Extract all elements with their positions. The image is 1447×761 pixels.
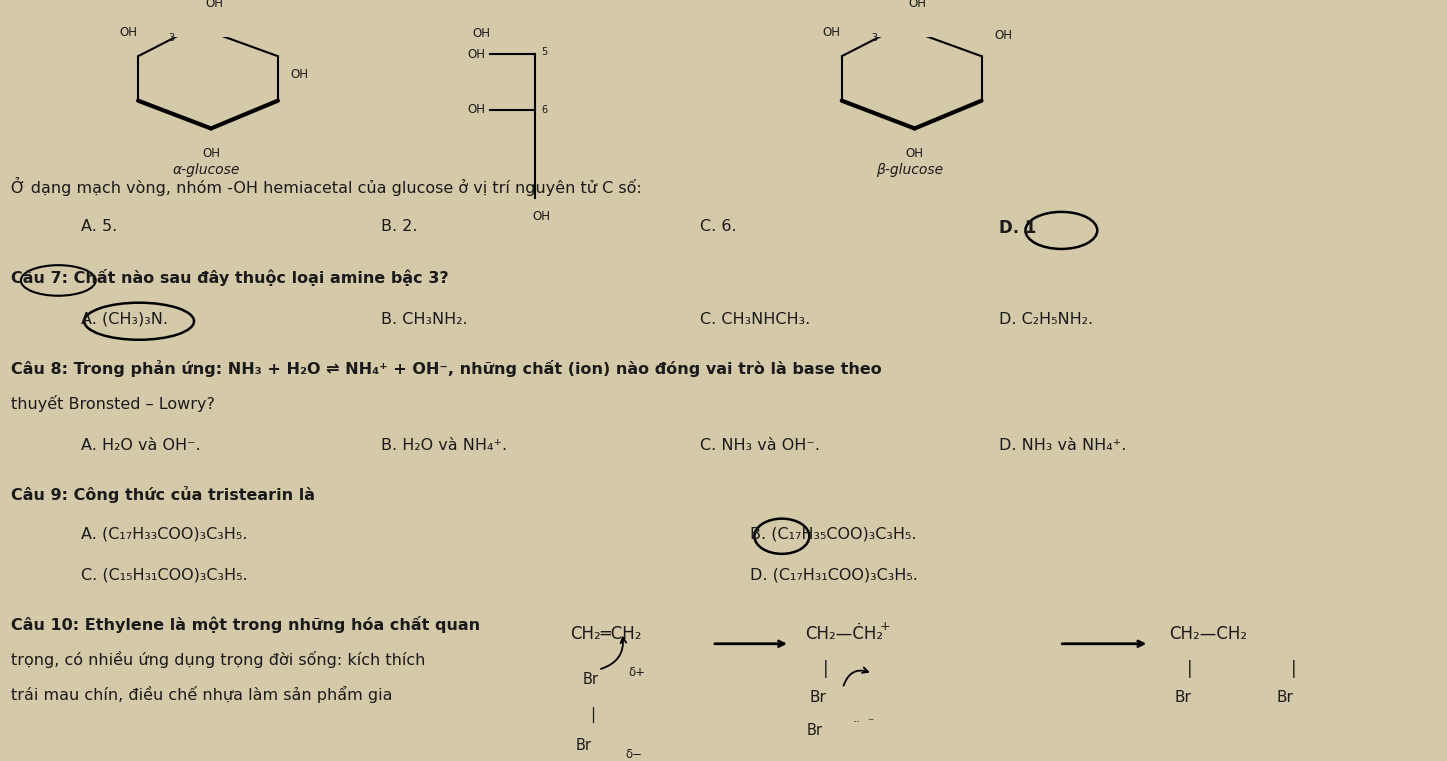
Text: Câu 9: Công thức của tristearin là: Câu 9: Công thức của tristearin là xyxy=(12,486,315,503)
Text: Br: Br xyxy=(1174,690,1191,705)
Text: |: | xyxy=(1291,661,1297,679)
Text: OH: OH xyxy=(205,0,223,10)
Text: D. NH₃ và NH₄⁺.: D. NH₃ và NH₄⁺. xyxy=(1000,438,1127,453)
Text: OH: OH xyxy=(473,27,491,40)
Text: B. (C₁₇H₃₅COO)₃C₃H₅.: B. (C₁₇H₃₅COO)₃C₃H₅. xyxy=(750,527,916,542)
Text: A. (C₁₇H₃₃COO)₃C₃H₅.: A. (C₁₇H₃₃COO)₃C₃H₅. xyxy=(81,527,247,542)
Text: A. 5.: A. 5. xyxy=(81,219,117,234)
Text: D. (C₁₇H₃₁COO)₃C₃H₅.: D. (C₁₇H₃₁COO)₃C₃H₅. xyxy=(750,568,917,583)
Text: B. 2.: B. 2. xyxy=(381,219,417,234)
Text: OH: OH xyxy=(994,29,1013,43)
Text: OH: OH xyxy=(532,210,550,223)
Text: OH: OH xyxy=(291,68,308,81)
Text: ⁻: ⁻ xyxy=(867,716,873,729)
Text: Br: Br xyxy=(807,722,823,737)
Text: C. CH₃NHCH₃.: C. CH₃NHCH₃. xyxy=(700,312,810,327)
Text: Br: Br xyxy=(576,738,592,753)
Text: Câu 10: Ethylene là một trong những hóa chất quan: Câu 10: Ethylene là một trong những hóa … xyxy=(12,616,480,633)
Text: OH: OH xyxy=(823,27,841,40)
Text: +: + xyxy=(880,619,890,632)
Text: ··: ·· xyxy=(852,716,861,729)
Text: CH₂═CH₂: CH₂═CH₂ xyxy=(570,626,642,643)
Text: δ+: δ+ xyxy=(628,666,645,679)
Text: C. NH₃ và OH⁻.: C. NH₃ và OH⁻. xyxy=(700,438,820,453)
Text: D. C₂H₅NH₂.: D. C₂H₅NH₂. xyxy=(1000,312,1094,327)
Text: OH: OH xyxy=(119,27,137,40)
Text: B. H₂O và NH₄⁺.: B. H₂O và NH₄⁺. xyxy=(381,438,506,453)
Text: 5: 5 xyxy=(541,47,547,58)
Text: thuyết Bronsted – Lowry?: thuyết Bronsted – Lowry? xyxy=(12,396,216,412)
Text: |: | xyxy=(1187,661,1192,679)
Text: Br: Br xyxy=(1276,690,1294,705)
Text: Ở dạng mạch vòng, nhóm -OH hemiacetal của glucose ở vị trí nguyên tử C số:: Ở dạng mạch vòng, nhóm -OH hemiacetal củ… xyxy=(12,177,642,196)
Text: OH: OH xyxy=(467,103,485,116)
Text: |: | xyxy=(590,707,595,723)
Text: B. CH₃NH₂.: B. CH₃NH₂. xyxy=(381,312,467,327)
Text: Câu 7: Chất nào sau đây thuộc loại amine bậc 3?: Câu 7: Chất nào sau đây thuộc loại amine… xyxy=(12,269,449,286)
Text: 3: 3 xyxy=(168,33,174,43)
Text: Br: Br xyxy=(810,690,826,705)
Text: δ−: δ− xyxy=(625,747,642,760)
Text: trọng, có nhiều ứng dụng trọng đời sống: kích thích: trọng, có nhiều ứng dụng trọng đời sống:… xyxy=(12,651,425,668)
Text: A. (CH₃)₃N.: A. (CH₃)₃N. xyxy=(81,312,168,327)
Text: 6: 6 xyxy=(541,105,547,115)
Text: |: | xyxy=(823,661,829,679)
Text: OH: OH xyxy=(203,147,220,160)
Text: CH₂—ĊH₂: CH₂—ĊH₂ xyxy=(805,626,883,643)
Text: Br: Br xyxy=(582,671,598,686)
Text: CH₂—CH₂: CH₂—CH₂ xyxy=(1169,626,1247,643)
Text: OH: OH xyxy=(909,0,926,10)
Text: β-glucose: β-glucose xyxy=(875,163,943,177)
Text: C. 6.: C. 6. xyxy=(700,219,737,234)
Text: α-glucose: α-glucose xyxy=(172,163,240,177)
Text: 3: 3 xyxy=(871,33,878,43)
Text: C. (C₁₅H₃₁COO)₃C₃H₅.: C. (C₁₅H₃₁COO)₃C₃H₅. xyxy=(81,568,247,583)
Text: Câu 8: Trong phản ứng: NH₃ + H₂O ⇌ NH₄⁺ + OH⁻, những chất (ion) nào đóng vai trò: Câu 8: Trong phản ứng: NH₃ + H₂O ⇌ NH₄⁺ … xyxy=(12,360,883,377)
Text: trái mau chín, điều chế nhựa làm sản phẩm gia: trái mau chín, điều chế nhựa làm sản phẩ… xyxy=(12,686,394,703)
Text: A. H₂O và OH⁻.: A. H₂O và OH⁻. xyxy=(81,438,201,453)
Text: OH: OH xyxy=(906,147,923,160)
Text: OH: OH xyxy=(467,48,485,61)
Text: D. 1: D. 1 xyxy=(1000,219,1037,237)
